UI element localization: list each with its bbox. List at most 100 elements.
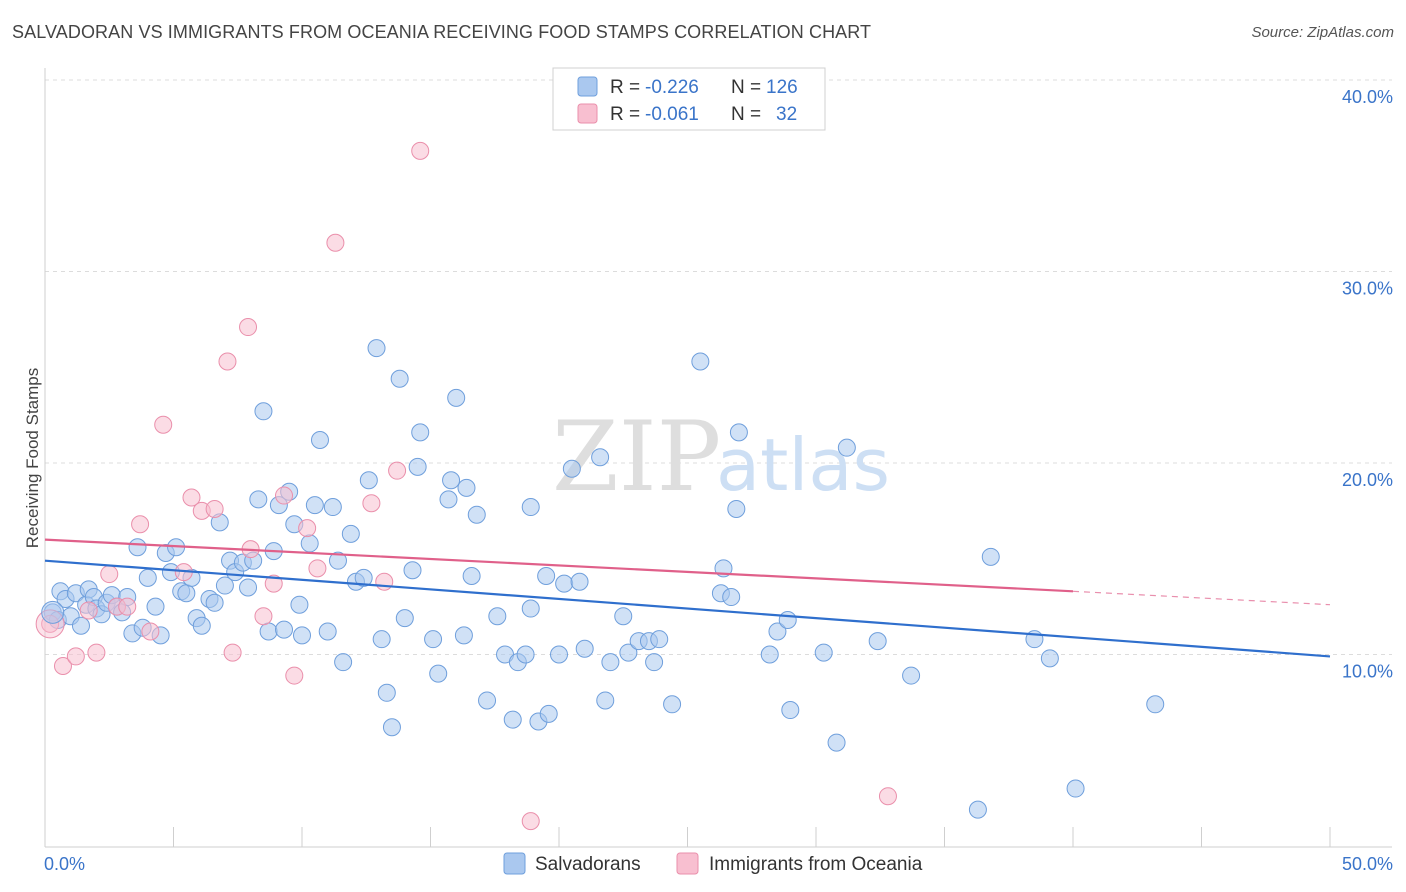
point-salvadorans: [619, 643, 638, 662]
point-salvadorans: [488, 607, 507, 626]
point-salvadorans: [1066, 779, 1085, 798]
axes: [44, 68, 1392, 848]
point-salvadorans: [239, 578, 258, 597]
source-label: Source: ZipAtlas.com: [1251, 24, 1394, 41]
point-salvadorans: [537, 566, 556, 585]
point-salvadorans: [691, 352, 710, 371]
point-salvadorans: [254, 402, 273, 421]
point-oceania: [254, 607, 273, 626]
legend-r-label: R =: [610, 104, 640, 125]
point-oceania: [182, 488, 201, 507]
point-salvadorans: [367, 339, 386, 358]
point-salvadorans: [462, 566, 481, 585]
point-salvadorans: [539, 704, 558, 723]
point-salvadorans: [447, 388, 466, 407]
point-salvadorans: [727, 499, 746, 518]
point-salvadorans: [359, 471, 378, 490]
point-salvadorans: [138, 568, 157, 587]
point-salvadorans: [868, 632, 887, 651]
point-salvadorans: [778, 611, 797, 630]
point-salvadorans: [390, 369, 409, 388]
point-salvadorans: [601, 653, 620, 672]
point-salvadorans: [293, 626, 311, 645]
point-salvadorans: [457, 478, 476, 497]
point-salvadorans: [411, 423, 430, 442]
point-salvadorans: [729, 423, 748, 442]
point-salvadorans: [1040, 649, 1059, 668]
trend-line-salvadorans: [44, 559, 1331, 658]
point-salvadorans: [341, 524, 360, 543]
point-salvadorans: [575, 639, 594, 658]
point-salvadorans: [305, 496, 324, 515]
point-salvadorans: [550, 645, 568, 664]
bottom-legend-swatch-salvadorans: [503, 852, 526, 875]
point-salvadorans: [614, 607, 633, 626]
point-salvadorans: [128, 538, 147, 557]
point-salvadorans: [323, 498, 342, 517]
legend-r-value: -0.061: [645, 104, 699, 125]
point-salvadorans: [981, 547, 1000, 566]
point-salvadorans: [516, 645, 535, 664]
bottom-legend: Salvadorans Immigrants from Oceania: [503, 852, 923, 875]
point-oceania: [878, 787, 897, 806]
point-salvadorans: [1146, 695, 1165, 714]
point-salvadorans: [300, 534, 319, 553]
point-salvadorans: [663, 695, 682, 714]
data-points: [35, 141, 1165, 831]
point-oceania: [131, 515, 150, 534]
y-axis-label: Receiving Food Stamps: [23, 368, 42, 548]
point-salvadorans: [275, 620, 294, 639]
point-oceania: [205, 499, 224, 518]
legend-n-value: 32: [776, 104, 797, 125]
point-salvadorans: [760, 645, 779, 664]
watermark-zip: ZIP: [552, 401, 721, 513]
point-salvadorans: [424, 630, 443, 649]
legend-n-label: N =: [731, 104, 761, 125]
point-oceania: [308, 559, 327, 578]
point-salvadorans: [354, 568, 373, 587]
point-salvadorans: [205, 593, 224, 612]
point-salvadorans: [328, 551, 347, 570]
point-oceania: [388, 461, 407, 480]
point-oceania: [218, 352, 237, 371]
point-oceania: [362, 494, 381, 513]
point-salvadorans: [454, 626, 473, 645]
bottom-legend-label: Immigrants from Oceania: [709, 854, 923, 875]
point-oceania: [275, 486, 294, 505]
point-salvadorans: [215, 576, 234, 595]
point-oceania: [521, 812, 540, 831]
point-salvadorans: [521, 498, 540, 517]
point-oceania: [264, 574, 283, 593]
point-salvadorans: [555, 574, 574, 593]
tick-labels: 10.0% 20.0% 30.0% 40.0% 0.0% 50.0%: [44, 87, 1393, 874]
point-oceania: [118, 597, 137, 616]
point-salvadorans: [827, 733, 846, 752]
point-oceania: [326, 233, 345, 252]
point-oceania: [87, 643, 106, 662]
point-oceania: [298, 519, 317, 538]
point-salvadorans: [591, 448, 610, 467]
point-oceania: [239, 318, 258, 337]
x-tick-label: 0.0%: [44, 854, 85, 874]
point-salvadorans: [177, 584, 196, 603]
point-salvadorans: [395, 609, 414, 628]
point-oceania: [375, 572, 394, 591]
point-salvadorans: [814, 643, 833, 662]
point-salvadorans: [249, 490, 268, 509]
y-tick-label: 10.0%: [1342, 662, 1393, 682]
trend-line-oceania: [44, 538, 1074, 593]
point-oceania: [53, 656, 72, 675]
legend-n-label: N =: [731, 77, 761, 98]
point-salvadorans: [192, 616, 211, 635]
point-salvadorans: [562, 459, 581, 478]
y-tick-label: 20.0%: [1342, 470, 1393, 490]
point-salvadorans: [146, 597, 165, 616]
point-salvadorans: [442, 471, 461, 490]
point-salvadorans: [781, 701, 800, 720]
point-salvadorans: [503, 710, 522, 729]
legend-swatch-oceania: [577, 103, 598, 124]
point-oceania: [100, 565, 119, 584]
legend-box: R = -0.226 N = 126 R = -0.061 N = 32: [552, 67, 826, 131]
point-salvadorans: [334, 653, 353, 672]
